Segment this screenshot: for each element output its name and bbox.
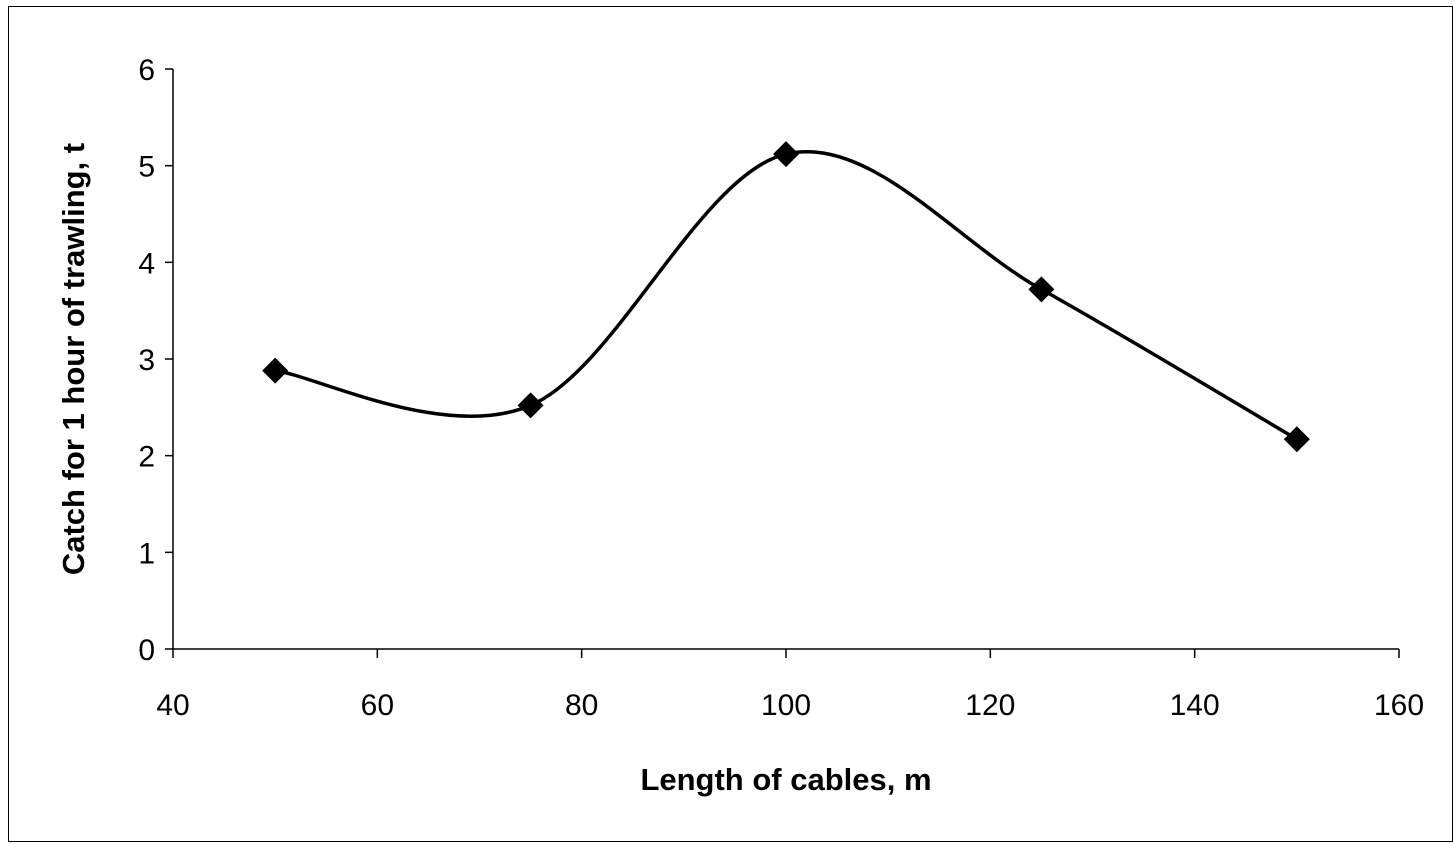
y-tick-label: 5 [138, 151, 155, 184]
data-point-marker [773, 141, 799, 168]
data-point-marker [262, 357, 289, 384]
x-tick-label: 60 [361, 689, 394, 722]
data-point-marker [1028, 276, 1055, 303]
data-point-marker [1283, 426, 1310, 453]
y-tick-label: 4 [138, 247, 155, 280]
y-tick-label: 0 [138, 634, 155, 667]
chart-frame [8, 6, 1453, 842]
y-tick-label: 1 [138, 537, 155, 570]
y-axis-title: Catch for 1 hour of trawling, t [56, 143, 91, 575]
y-tick-label: 2 [138, 441, 155, 474]
x-tick-label: 40 [156, 689, 189, 722]
data-point-marker [517, 392, 544, 419]
y-tick-label: 3 [138, 344, 155, 377]
x-tick-label: 120 [965, 689, 1015, 722]
x-tick-label: 140 [1170, 689, 1220, 722]
x-tick-label: 160 [1374, 689, 1424, 722]
y-tick-label: 6 [138, 54, 155, 87]
x-tick-label: 80 [565, 689, 598, 722]
y-ticks: 0 1 2 3 4 5 6 [138, 54, 173, 667]
x-ticks: 40 60 80 100 120 140 160 [156, 649, 1424, 722]
series-markers [262, 141, 1310, 453]
x-axis-title: Length of cables, m [640, 762, 931, 797]
x-tick-label: 100 [761, 689, 811, 722]
series-line [274, 150, 1298, 441]
